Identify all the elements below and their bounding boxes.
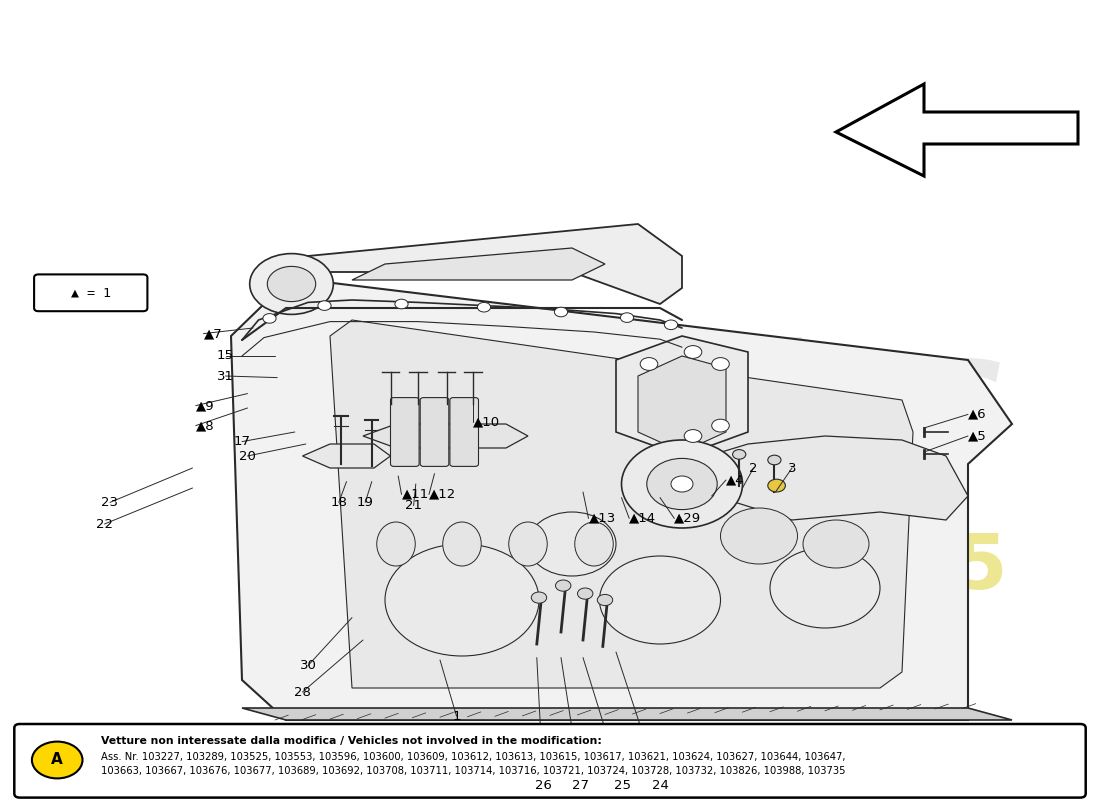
Text: ▲11: ▲11	[402, 488, 429, 501]
Text: ▲12: ▲12	[429, 488, 456, 501]
Ellipse shape	[376, 522, 416, 566]
Polygon shape	[302, 444, 390, 468]
Text: 15: 15	[217, 350, 234, 362]
Text: 21: 21	[405, 499, 422, 512]
Text: 26: 26	[535, 779, 552, 792]
Circle shape	[32, 742, 82, 778]
Circle shape	[733, 450, 746, 459]
Text: 17: 17	[233, 435, 251, 448]
Circle shape	[531, 592, 547, 603]
Text: 1985: 1985	[795, 531, 1009, 605]
Text: 22: 22	[96, 518, 113, 530]
FancyBboxPatch shape	[450, 398, 478, 466]
Text: 30: 30	[299, 659, 317, 672]
Polygon shape	[638, 356, 726, 452]
Text: 23: 23	[101, 496, 119, 509]
Polygon shape	[616, 336, 748, 456]
FancyBboxPatch shape	[420, 398, 449, 466]
Circle shape	[477, 302, 491, 312]
Circle shape	[620, 313, 634, 322]
Text: A: A	[52, 753, 63, 767]
Text: 27: 27	[572, 779, 590, 792]
Circle shape	[803, 520, 869, 568]
Circle shape	[647, 458, 717, 510]
Circle shape	[578, 588, 593, 599]
Text: Vetture non interessate dalla modifica / Vehicles not involved in the modificati: Vetture non interessate dalla modifica /…	[101, 736, 602, 746]
Circle shape	[395, 299, 408, 309]
Polygon shape	[231, 280, 1012, 720]
Circle shape	[671, 476, 693, 492]
Circle shape	[640, 358, 658, 370]
Text: a passion since: a passion since	[690, 494, 850, 514]
Polygon shape	[682, 436, 968, 520]
Text: ▲6: ▲6	[968, 408, 987, 421]
Polygon shape	[836, 84, 1078, 176]
Text: ▲14: ▲14	[629, 512, 657, 525]
Circle shape	[712, 419, 729, 432]
Circle shape	[250, 254, 333, 314]
FancyBboxPatch shape	[14, 724, 1086, 798]
Text: 20: 20	[239, 450, 256, 462]
Circle shape	[597, 594, 613, 606]
Circle shape	[768, 479, 785, 492]
Text: ▲13: ▲13	[588, 512, 616, 525]
Text: 18: 18	[330, 496, 348, 509]
Text: 2: 2	[749, 462, 758, 474]
Circle shape	[267, 266, 316, 302]
Circle shape	[720, 508, 798, 564]
Circle shape	[385, 544, 539, 656]
Text: ▲29: ▲29	[674, 512, 702, 525]
Text: 1: 1	[452, 710, 461, 722]
Circle shape	[768, 455, 781, 465]
Text: Ass. Nr. 103227, 103289, 103525, 103553, 103596, 103600, 103609, 103612, 103613,: Ass. Nr. 103227, 103289, 103525, 103553,…	[101, 752, 846, 762]
Circle shape	[556, 580, 571, 591]
Text: 31: 31	[217, 370, 234, 382]
Circle shape	[684, 346, 702, 358]
Circle shape	[664, 320, 678, 330]
Circle shape	[712, 358, 729, 370]
Text: ▲7: ▲7	[204, 327, 222, 340]
Polygon shape	[242, 708, 1012, 720]
Text: 3: 3	[788, 462, 796, 474]
Circle shape	[770, 548, 880, 628]
Text: ▲8: ▲8	[196, 419, 214, 432]
Polygon shape	[330, 320, 913, 688]
Text: ▲ = 1: ▲ = 1	[72, 286, 111, 299]
Text: ▲9: ▲9	[196, 399, 214, 412]
Text: ▲10: ▲10	[473, 416, 500, 429]
Circle shape	[621, 440, 742, 528]
FancyBboxPatch shape	[390, 398, 419, 466]
Text: ▲5: ▲5	[968, 430, 987, 442]
Polygon shape	[286, 224, 682, 304]
Text: 25: 25	[614, 779, 631, 792]
Ellipse shape	[442, 522, 482, 566]
Text: 103663, 103667, 103676, 103677, 103689, 103692, 103708, 103711, 103714, 103716, : 103663, 103667, 103676, 103677, 103689, …	[101, 766, 846, 776]
Circle shape	[528, 512, 616, 576]
Circle shape	[318, 301, 331, 310]
Ellipse shape	[508, 522, 548, 566]
Text: 19: 19	[356, 496, 374, 509]
FancyBboxPatch shape	[34, 274, 147, 311]
Circle shape	[684, 430, 702, 442]
Text: ▲4: ▲4	[726, 474, 745, 486]
Circle shape	[263, 314, 276, 323]
Text: 28: 28	[294, 686, 311, 698]
Ellipse shape	[574, 522, 614, 566]
Polygon shape	[363, 424, 528, 448]
Text: artes: artes	[579, 330, 1005, 470]
Text: 24: 24	[651, 779, 669, 792]
Circle shape	[600, 556, 720, 644]
Polygon shape	[352, 248, 605, 280]
Circle shape	[554, 307, 568, 317]
